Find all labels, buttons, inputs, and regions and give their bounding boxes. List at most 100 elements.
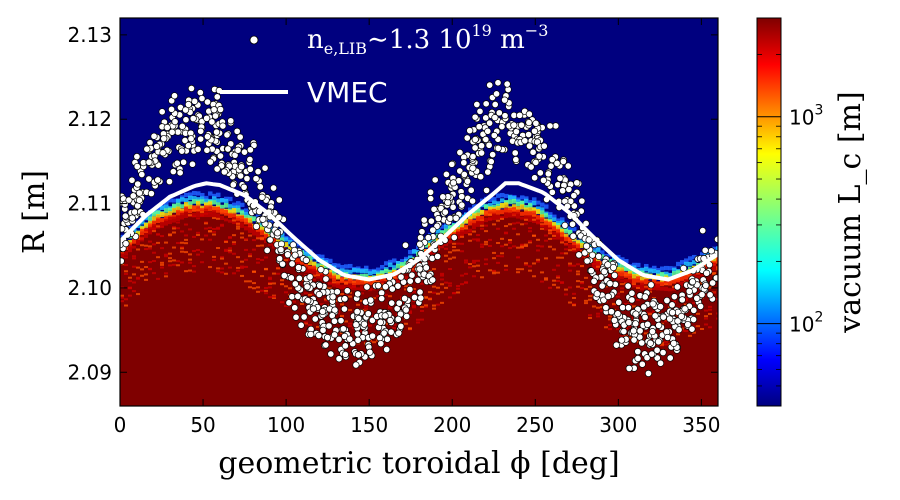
heatmap-cell	[464, 259, 468, 262]
scatter-point	[540, 142, 548, 150]
scatter-point	[355, 314, 363, 323]
heatmap-cell	[712, 261, 717, 406]
heatmap-cell	[400, 271, 405, 406]
scatter-point	[681, 305, 689, 313]
heatmap-cell	[132, 255, 136, 258]
heatmap-cell	[588, 285, 592, 288]
heatmap-cell	[228, 213, 233, 406]
heatmap-cell	[212, 196, 217, 201]
heatmap-cell	[248, 215, 253, 220]
scatter-point	[360, 320, 368, 328]
heatmap-cell	[424, 251, 429, 406]
scatter-point	[125, 196, 133, 204]
heatmap-cell	[272, 282, 276, 285]
heatmap-cell	[272, 239, 276, 242]
heatmap-cell	[536, 200, 541, 205]
heatmap-cell	[444, 254, 448, 257]
heatmap-cell	[488, 244, 492, 247]
scatter-point	[246, 165, 254, 173]
heatmap-cell	[260, 226, 265, 232]
heatmap-cell	[520, 195, 525, 200]
heatmap-cell	[264, 256, 268, 259]
scatter-point	[666, 354, 674, 362]
heatmap-cell	[484, 240, 488, 243]
heatmap-cell	[188, 201, 193, 206]
heatmap-cell	[648, 313, 652, 316]
heatmap-cell	[608, 324, 612, 327]
scatter-point	[256, 183, 264, 191]
scatter-point	[417, 294, 425, 302]
heatmap-cell	[432, 285, 436, 288]
heatmap-cell	[556, 218, 561, 223]
heatmap-cell	[128, 240, 133, 245]
heatmap-cell	[284, 248, 289, 406]
scatter-point	[449, 179, 458, 187]
heatmap-cell	[516, 268, 520, 271]
heatmap-cell	[276, 267, 280, 270]
legend: ne,LIB∼1.3 1019 m−3 VMEC	[220, 21, 548, 109]
scatter-point	[383, 345, 391, 354]
scatter-point	[643, 354, 651, 362]
heatmap-cell	[164, 212, 169, 218]
heatmap-cell	[500, 252, 504, 255]
scatter-point	[394, 315, 402, 323]
heatmap-cell	[248, 234, 252, 237]
heatmap-cell	[184, 251, 188, 254]
heatmap-cell	[512, 227, 516, 230]
heatmap-cell	[544, 221, 549, 406]
heatmap-cell	[448, 284, 452, 287]
heatmap-cell	[328, 287, 332, 290]
scatter-point	[452, 214, 460, 222]
heatmap-cell	[476, 217, 481, 406]
heatmap-cell	[632, 305, 636, 308]
scatter-point	[381, 312, 389, 320]
scatter-point	[466, 127, 474, 135]
y-tick-label: 2.13	[67, 23, 112, 47]
heatmap-cell	[272, 296, 276, 299]
heatmap-cell	[372, 341, 376, 344]
scatter-point	[548, 156, 556, 164]
heatmap-cell	[676, 276, 681, 283]
heatmap-cell	[140, 260, 144, 263]
heatmap-cell	[164, 216, 169, 406]
heatmap-cell	[544, 222, 549, 231]
heatmap-cell	[212, 200, 217, 205]
heatmap-cell	[456, 229, 461, 234]
heatmap-cell	[240, 222, 245, 228]
heatmap-cell	[432, 307, 436, 310]
heatmap-cell	[128, 242, 133, 406]
scatter-point	[458, 201, 466, 209]
heatmap-cell	[252, 270, 256, 273]
heatmap-cell	[608, 315, 612, 318]
scatter-point	[147, 190, 155, 198]
heatmap-cell	[176, 209, 181, 216]
heatmap-cell	[548, 245, 552, 248]
scatter-point	[648, 328, 657, 336]
scatter-point	[698, 291, 706, 299]
heatmap-cell	[524, 245, 528, 248]
heatmap-cell	[236, 225, 240, 228]
heatmap-cell	[196, 231, 200, 234]
scatter-point	[189, 115, 197, 123]
heatmap-cell	[224, 198, 229, 204]
scatter-point	[319, 307, 327, 316]
heatmap-cell	[304, 251, 309, 256]
heatmap-cell	[584, 302, 588, 305]
heatmap-cell	[248, 217, 253, 223]
scatter-point	[196, 89, 204, 97]
heatmap-cell	[680, 275, 685, 281]
heatmap-cell	[220, 257, 224, 260]
heatmap-cell	[152, 251, 156, 254]
heatmap-cell	[628, 271, 633, 276]
heatmap-cell	[632, 270, 637, 275]
scatter-point	[486, 81, 494, 89]
heatmap-cell	[244, 208, 249, 213]
scatter-point	[503, 80, 511, 88]
heatmap-cell	[160, 263, 164, 266]
heatmap-cell	[628, 273, 633, 280]
heatmap-cell	[568, 229, 573, 235]
heatmap-cell	[252, 228, 257, 236]
heatmap-cell	[208, 213, 213, 218]
heatmap-cell	[700, 267, 705, 406]
heatmap-cell	[428, 298, 432, 301]
